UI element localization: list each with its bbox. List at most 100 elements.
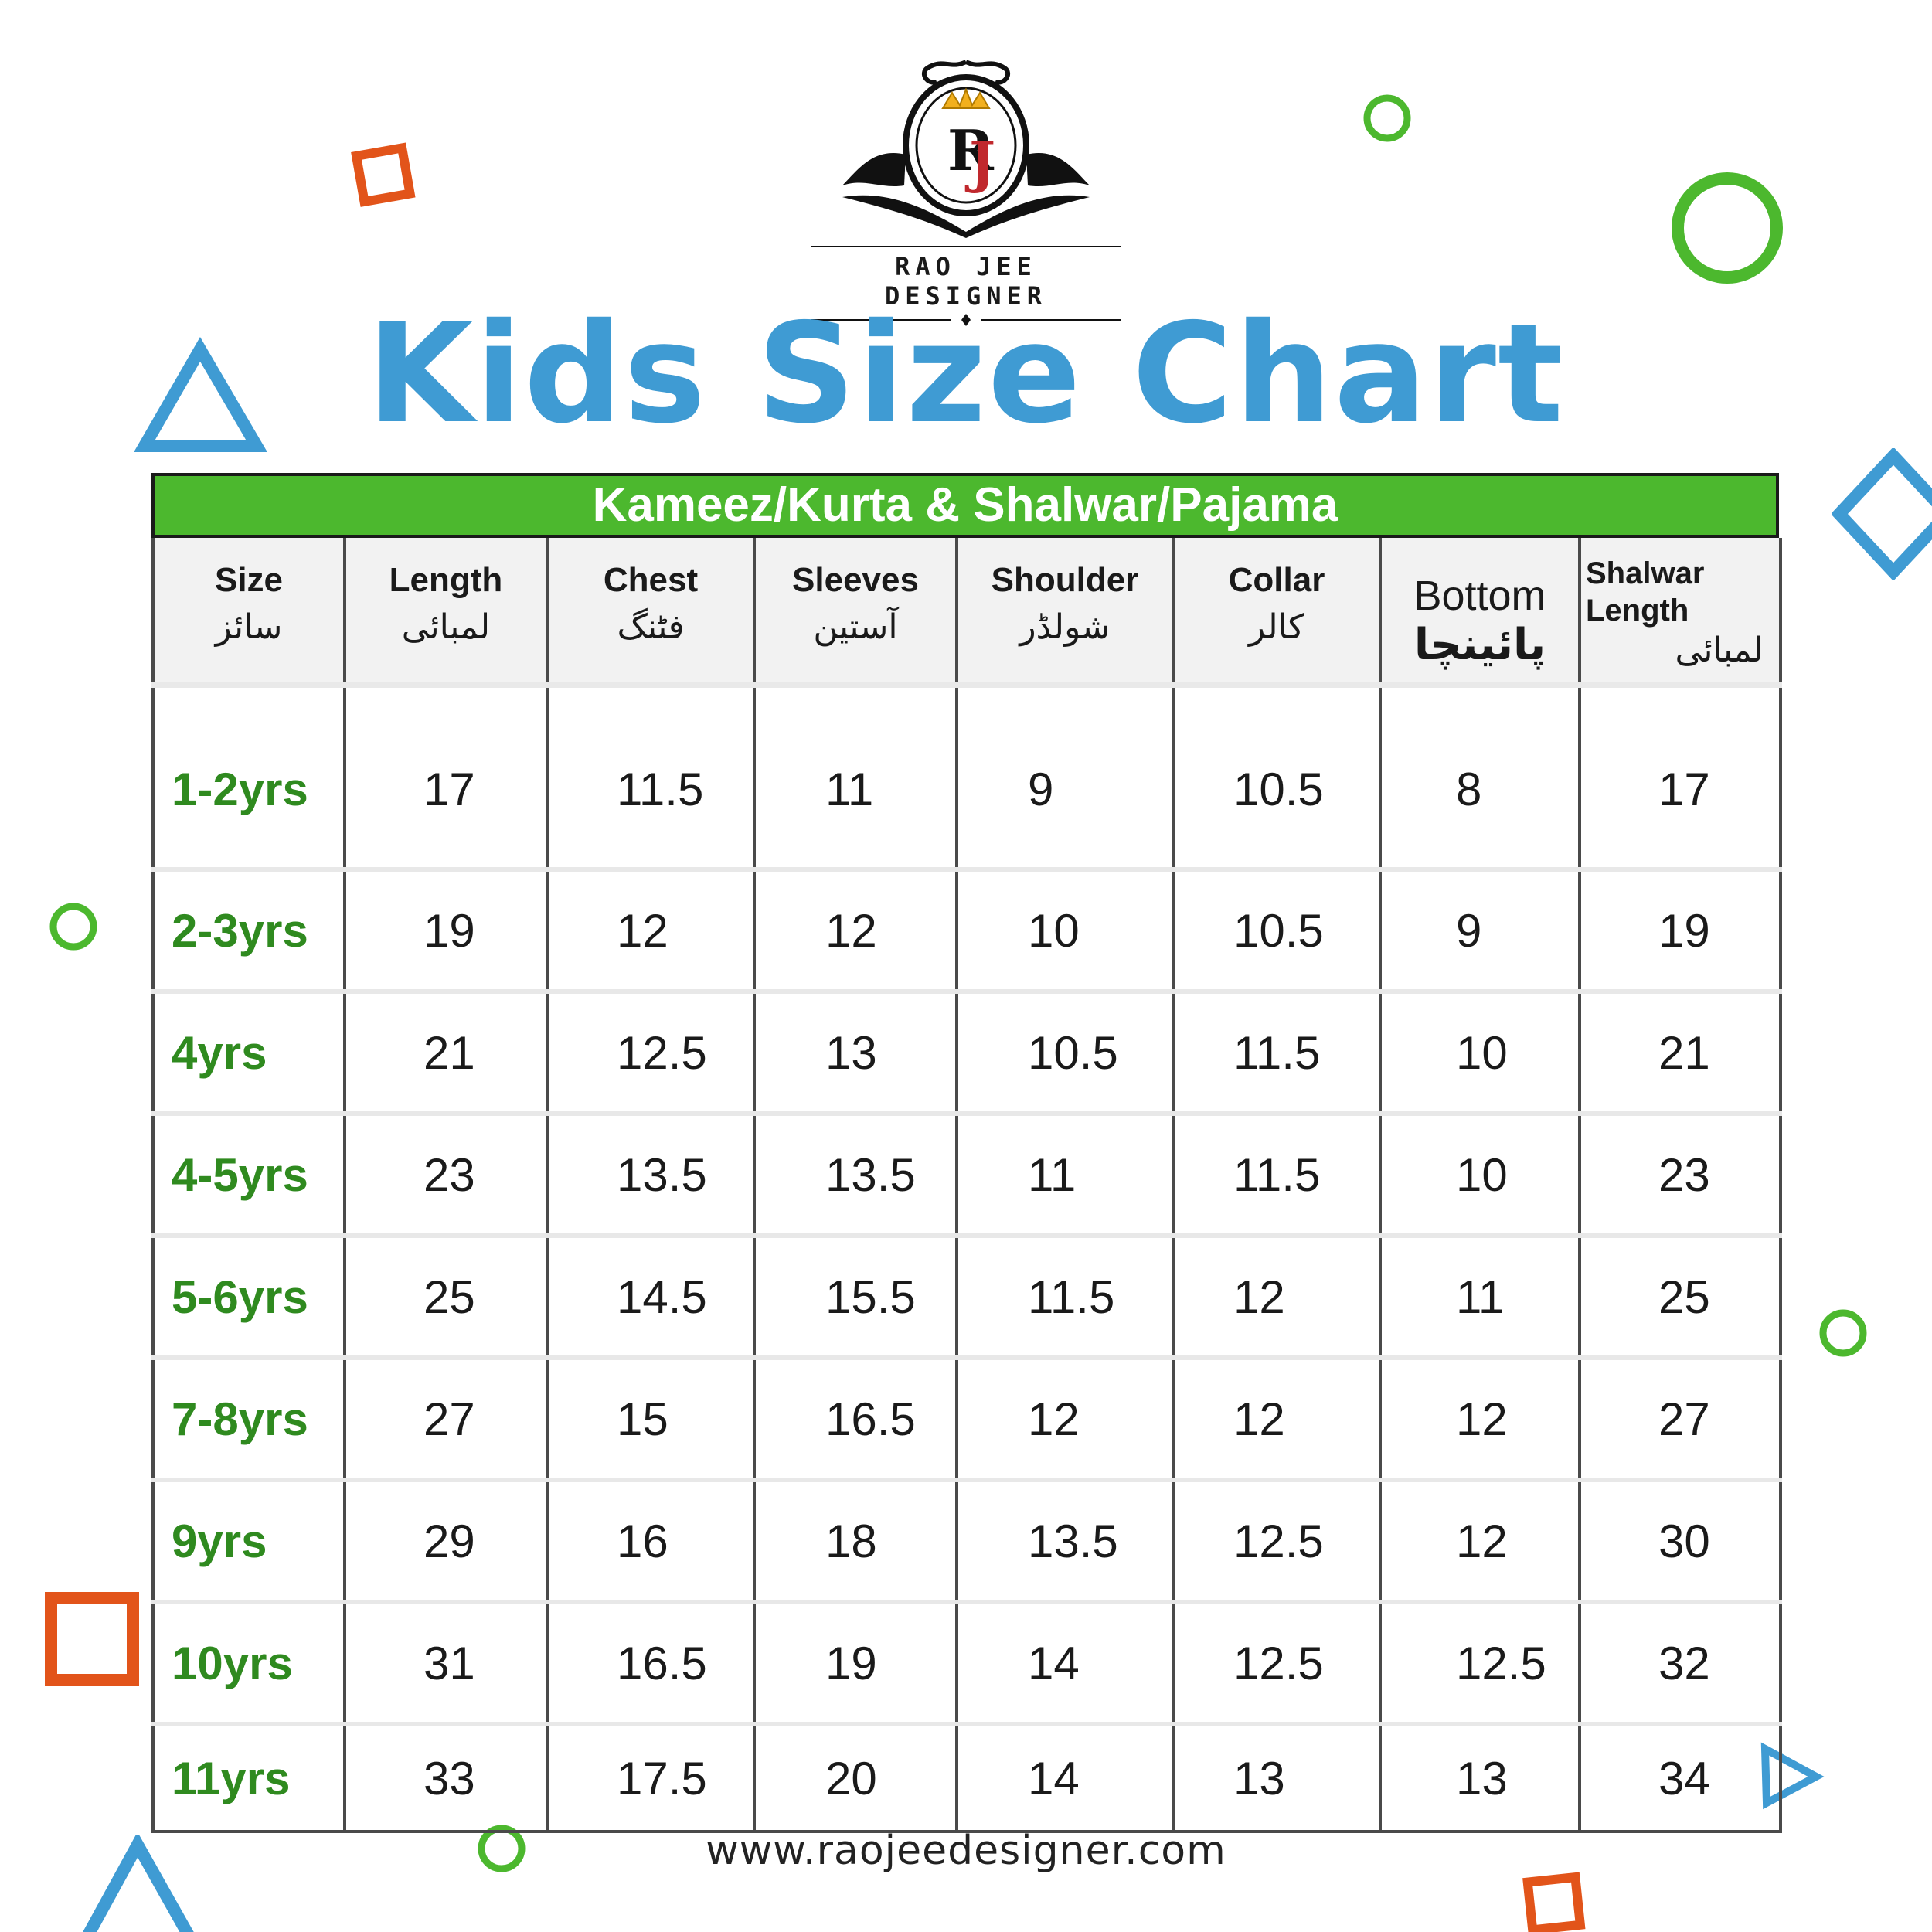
logo-monogram-r: R [947, 117, 995, 183]
measurement-cell: 12.5 [1172, 1480, 1382, 1604]
measurement-cell: 29 [343, 1480, 549, 1604]
measurement-cell: 9 [1379, 869, 1581, 994]
blue-diamond-decoration [1832, 448, 1932, 580]
measurement-cell: 10 [1379, 992, 1581, 1116]
blue-triangle-bottom-decoration [83, 1835, 194, 1932]
table-row: 10yrs 31 16.5 19 14 12.5 12.5 32 [151, 1602, 1782, 1726]
logo-top-rule [811, 246, 1121, 247]
table-row: 7-8yrs 27 15 16.5 12 12 12 27 [151, 1358, 1782, 1482]
measurement-cell: 10 [955, 869, 1175, 994]
measurement-cell: 23 [1578, 1114, 1782, 1238]
measurement-cell: 34 [1578, 1724, 1782, 1833]
logo-monogram-j: J [964, 129, 995, 195]
measurement-cell: 9 [955, 685, 1175, 872]
measurement-cell: 19 [753, 1602, 958, 1726]
measurement-cell: 11 [1379, 1236, 1581, 1360]
measurement-cell: 15.5 [753, 1236, 958, 1360]
measurement-cell: 25 [1578, 1236, 1782, 1360]
table-row: 4-5yrs 23 13.5 13.5 11 11.5 10 23 [151, 1114, 1782, 1238]
header-collar: Collar کالر [1172, 538, 1382, 688]
size-cell: 7-8yrs [151, 1358, 346, 1482]
size-cell: 4yrs [151, 992, 346, 1116]
measurement-cell: 17.5 [546, 1724, 756, 1833]
blue-triangle-decoration [134, 337, 267, 452]
measurement-cell: 13.5 [955, 1480, 1175, 1604]
measurement-cell: 12 [546, 869, 756, 994]
measurement-cell: 21 [343, 992, 549, 1116]
green-circle-right-decoration [1819, 1309, 1867, 1357]
measurement-cell: 11.5 [955, 1236, 1175, 1360]
measurement-cell: 12 [1379, 1358, 1581, 1482]
measurement-cell: 16.5 [546, 1602, 756, 1726]
measurement-cell: 33 [343, 1724, 549, 1833]
measurement-cell: 18 [753, 1480, 958, 1604]
measurement-cell: 19 [1578, 869, 1782, 994]
measurement-cell: 15 [546, 1358, 756, 1482]
measurement-cell: 25 [343, 1236, 549, 1360]
page-title: Kids Size Chart [366, 294, 1566, 454]
size-chart: Kameez/Kurta & Shalwar/Pajama Size سائز L… [151, 473, 1782, 1833]
orange-square-bottom-decoration [1522, 1872, 1586, 1932]
size-cell: 1-2yrs [151, 685, 346, 872]
website-url: www.raojeedesigner.com [706, 1828, 1226, 1874]
measurement-cell: 31 [343, 1602, 549, 1726]
green-circle-large-decoration [1672, 172, 1783, 284]
size-cell: 2-3yrs [151, 869, 346, 994]
measurement-cell: 8 [1379, 685, 1581, 872]
measurement-cell: 27 [1578, 1358, 1782, 1482]
header-sleeves: Sleeves آستین [753, 538, 958, 688]
measurement-cell: 12 [1172, 1236, 1382, 1360]
measurement-cell: 14.5 [546, 1236, 756, 1360]
measurement-cell: 20 [753, 1724, 958, 1833]
measurement-cell: 11.5 [1172, 1114, 1382, 1238]
measurement-cell: 21 [1578, 992, 1782, 1116]
measurement-cell: 27 [343, 1358, 549, 1482]
green-circle-decoration [1363, 94, 1411, 142]
measurement-cell: 17 [1578, 685, 1782, 872]
measurement-cell: 13.5 [546, 1114, 756, 1238]
measurement-cell: 11 [955, 1114, 1175, 1238]
header-size: Size سائز [151, 538, 346, 688]
green-circle-small-decoration [49, 903, 97, 951]
brand-name: RAO JEE DESIGNER [884, 252, 1048, 311]
table-header-row: Size سائز Length لمبائی Chest فٹنگ Sleeves آ… [151, 538, 1782, 688]
table-banner: Kameez/Kurta & Shalwar/Pajama [151, 473, 1779, 538]
size-cell: 9yrs [151, 1480, 346, 1604]
measurement-cell: 12 [753, 869, 958, 994]
measurement-cell: 13.5 [753, 1114, 958, 1238]
measurement-cell: 19 [343, 869, 549, 994]
measurement-cell: 12.5 [546, 992, 756, 1116]
measurement-cell: 10.5 [1172, 685, 1382, 872]
size-cell: 5-6yrs [151, 1236, 346, 1360]
measurement-cell: 16.5 [753, 1358, 958, 1482]
header-bottom: Bottom پائینچا [1379, 538, 1581, 688]
size-cell: 10yrs [151, 1602, 346, 1726]
table-row: 11yrs 33 17.5 20 14 13 13 34 [151, 1724, 1782, 1833]
orange-square-decoration [351, 142, 416, 207]
measurement-cell: 10 [1379, 1114, 1581, 1238]
measurement-cell: 23 [343, 1114, 549, 1238]
measurement-cell: 12 [955, 1358, 1175, 1482]
measurement-cell: 12 [1172, 1358, 1382, 1482]
measurement-cell: 11.5 [546, 685, 756, 872]
measurement-cell: 13 [753, 992, 958, 1116]
measurement-cell: 17 [343, 685, 549, 872]
table-row: 9yrs 29 16 18 13.5 12.5 12 30 [151, 1480, 1782, 1604]
size-cell: 11yrs [151, 1724, 346, 1833]
measurement-cell: 11.5 [1172, 992, 1382, 1116]
header-length: Length لمبائی [343, 538, 549, 688]
measurement-cell: 13 [1379, 1724, 1581, 1833]
table-row: 4yrs 21 12.5 13 10.5 11.5 10 21 [151, 992, 1782, 1116]
measurement-cell: 16 [546, 1480, 756, 1604]
size-cell: 4-5yrs [151, 1114, 346, 1238]
measurement-cell: 30 [1578, 1480, 1782, 1604]
measurement-cell: 13 [1172, 1724, 1382, 1833]
table-row: 2-3yrs 19 12 12 10 10.5 9 19 [151, 869, 1782, 994]
orange-square-large-decoration [45, 1592, 139, 1686]
measurement-cell: 11 [753, 685, 958, 872]
logo-bottom-rule [811, 314, 1121, 326]
table-row: 5-6yrs 25 14.5 15.5 11.5 12 11 25 [151, 1236, 1782, 1360]
measurement-cell: 14 [955, 1724, 1175, 1833]
table-row: 1-2yrs 17 11.5 11 9 10.5 8 17 [151, 685, 1782, 872]
measurement-cell: 10.5 [955, 992, 1175, 1116]
